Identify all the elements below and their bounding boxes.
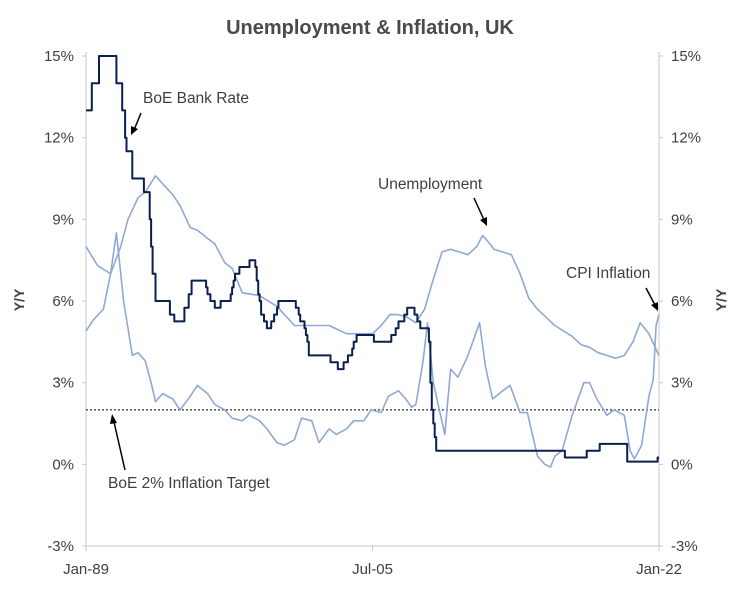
- left-axis-label: Y/Y: [11, 288, 27, 311]
- y-tick-label-left: 6%: [52, 293, 74, 310]
- x-tick-label: Jan-22: [636, 561, 682, 578]
- y-tick-label-right: 3%: [671, 375, 693, 392]
- y-tick-label-right: 9%: [671, 211, 693, 228]
- y-tick-label-right: 0%: [671, 456, 693, 473]
- x-tick-label: Jul-05: [352, 561, 393, 578]
- arrow-icon: [473, 197, 487, 226]
- annotation-target: BoE 2% Inflation Target: [108, 475, 270, 492]
- axes-group: -3% -3% 0% 0% 3% 3% 6% 6% 9% 9% 12% 12% 15% 15% Jan-89…: [44, 48, 701, 578]
- series-group: [85, 55, 660, 468]
- y-tick-label-left: 15%: [44, 48, 74, 65]
- y-tick-label-left: 0%: [52, 456, 74, 473]
- y-tick-label-left: 9%: [52, 211, 74, 228]
- y-tick-label-left: -3%: [47, 538, 74, 555]
- right-axis-label: Y/Y: [713, 288, 729, 311]
- arrow-icon: [131, 112, 142, 135]
- annotation-cpi: CPI Inflation: [566, 265, 650, 282]
- annotation-bank-rate: BoE Bank Rate: [143, 90, 249, 107]
- chart-title: Unemployment & Inflation, UK: [226, 17, 514, 39]
- y-tick-label-right: 6%: [671, 293, 693, 310]
- arrow-icon: [110, 414, 126, 471]
- y-tick-label-left: 12%: [44, 130, 74, 147]
- series-line-bank-rate: [86, 55, 659, 463]
- y-tick-label-right: -3%: [671, 538, 698, 555]
- arrow-icon: [645, 287, 658, 311]
- series-line-unemployment: [85, 175, 660, 359]
- series-line-cpi: [85, 232, 660, 468]
- y-tick-label-right: 12%: [671, 130, 701, 147]
- x-tick-label: Jan-89: [63, 561, 109, 578]
- y-tick-label-left: 3%: [52, 375, 74, 392]
- y-tick-label-right: 15%: [671, 48, 701, 65]
- annotation-unemployment: Unemployment: [378, 176, 483, 193]
